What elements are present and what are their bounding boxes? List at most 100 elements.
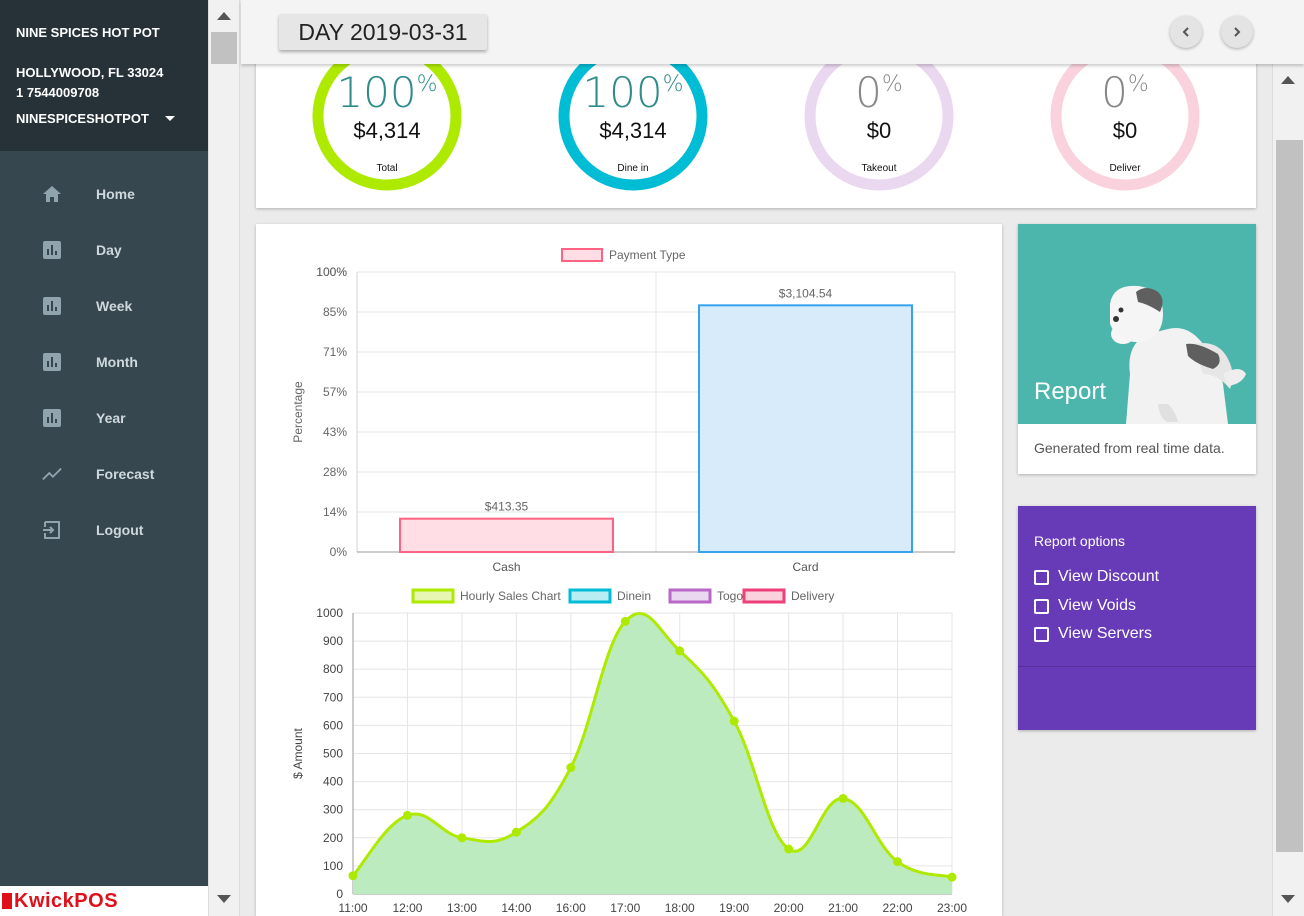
progress-ring	[312, 50, 462, 191]
data-point	[511, 827, 521, 837]
legend-swatch	[568, 588, 612, 604]
bar	[698, 304, 913, 553]
data-point	[893, 857, 903, 867]
checkbox[interactable]	[1034, 598, 1049, 614]
x-tick-label: Cash	[492, 560, 520, 574]
legend-label: Dinein	[617, 589, 651, 603]
summary-amount: $4,314	[599, 118, 667, 143]
bar-chart-icon	[42, 240, 62, 260]
summary-amount: $0	[1112, 118, 1138, 143]
summary-dine-in: 100% $4,314 Dine in	[558, 50, 718, 195]
option-label: View Voids	[1058, 597, 1136, 614]
percent-value: 0	[855, 68, 882, 117]
y-tick-label: 85%	[323, 305, 347, 319]
percent-value: 100	[336, 68, 417, 117]
legend-swatch	[668, 588, 712, 604]
bar	[399, 517, 614, 553]
data-point	[566, 763, 576, 773]
report-card[interactable]: Report Generated from real time data.	[1018, 224, 1256, 474]
summary-amount: $4,314	[353, 118, 421, 143]
view-discount-option[interactable]: View Discount	[1034, 568, 1159, 586]
x-tick-label: 23:00	[937, 901, 967, 915]
scrollbar-thumb[interactable]	[1276, 140, 1303, 852]
sidebar-item-day[interactable]: Day	[0, 230, 208, 270]
sidebar-item-label: Year	[96, 410, 126, 426]
legend-swatch	[561, 248, 603, 262]
x-tick-label: 12:00	[392, 901, 422, 915]
legend-swatch	[411, 588, 455, 604]
sidebar-item-year[interactable]: Year	[0, 398, 208, 438]
bar-data-label: $413.35	[485, 500, 529, 514]
store-address: HOLLYWOOD, FL 33024	[16, 65, 164, 80]
store-header: NINE SPICES HOT POT HOLLYWOOD, FL 33024 …	[0, 0, 208, 151]
view-servers-option[interactable]: View Servers	[1034, 625, 1152, 643]
y-tick-label: 71%	[323, 345, 347, 359]
y-tick-label: 400	[323, 775, 343, 789]
y-tick-label: 600	[323, 718, 343, 732]
sidebar: NINE SPICES HOT POT HOLLYWOOD, FL 33024 …	[0, 0, 208, 916]
prev-day-button[interactable]	[1170, 16, 1202, 48]
summary-label: Deliver	[1109, 163, 1141, 174]
checkbox[interactable]	[1034, 626, 1049, 642]
sidebar-item-forecast[interactable]: Forecast	[0, 454, 208, 494]
data-point	[402, 810, 412, 820]
report-options-card: Report options View Discount View Voids …	[1018, 506, 1256, 730]
report-illustration: Report	[1018, 224, 1256, 424]
summary-label: Total	[376, 163, 398, 174]
y-tick-label: 0%	[330, 545, 348, 559]
report-subtitle: Generated from real time data.	[1034, 440, 1225, 456]
data-point	[784, 844, 794, 854]
day-date-button[interactable]: DAY 2019-03-31	[279, 14, 487, 50]
summary-card: 100% $4,314 Total 100% $4,314 Dine in 0%…	[256, 40, 1256, 208]
page-scrollbar[interactable]	[1272, 64, 1304, 916]
data-point	[457, 833, 467, 843]
option-label: View Servers	[1058, 625, 1152, 642]
summary-label: Dine in	[617, 163, 649, 174]
x-tick-label: 17:00	[610, 901, 640, 915]
sidebar-item-home[interactable]: Home	[0, 174, 208, 214]
summary-percent: 100%	[582, 68, 684, 117]
brand-name: KwickPOS	[14, 889, 119, 912]
scroll-down-icon[interactable]	[1281, 895, 1295, 903]
store-phone: 1 7544009708	[16, 85, 100, 100]
percent-value: 0	[1101, 68, 1128, 117]
bar-chart-icon	[42, 408, 62, 428]
legend-label: Hourly Sales Chart	[460, 589, 561, 603]
scroll-up-icon[interactable]	[1281, 76, 1295, 84]
scroll-up-icon[interactable]	[217, 12, 231, 20]
x-tick-label: 22:00	[883, 901, 913, 915]
bar-chart-icon	[42, 296, 62, 316]
sidebar-item-week[interactable]: Week	[0, 286, 208, 326]
data-point	[675, 646, 685, 656]
view-voids-option[interactable]: View Voids	[1034, 597, 1136, 615]
summary-label: Takeout	[861, 163, 897, 174]
y-tick-label: 800	[323, 662, 343, 676]
account-name: NINESPICESHOTPOT	[16, 111, 149, 126]
scrollbar-thumb[interactable]	[211, 32, 237, 64]
data-point	[729, 716, 739, 726]
y-tick-label: 100%	[316, 265, 347, 279]
summary-percent: 0%	[855, 68, 903, 117]
data-point	[838, 793, 848, 803]
store-name: NINE SPICES HOT POT	[16, 25, 160, 40]
x-tick-label: 16:00	[556, 901, 586, 915]
summary-percent: 100%	[336, 68, 438, 117]
sidebar-scrollbar[interactable]	[208, 0, 240, 916]
sidebar-item-label: Week	[96, 298, 133, 314]
scroll-down-icon[interactable]	[217, 895, 231, 903]
sidebar-item-label: Day	[96, 242, 122, 258]
x-tick-label: 13:00	[447, 901, 477, 915]
legend-label: Payment Type	[609, 248, 686, 262]
progress-ring	[558, 50, 708, 191]
sidebar-item-logout[interactable]: Logout	[0, 510, 208, 550]
account-dropdown[interactable]: NINESPICESHOTPOT	[16, 111, 175, 126]
sidebar-item-month[interactable]: Month	[0, 342, 208, 382]
next-day-button[interactable]	[1221, 16, 1253, 48]
x-tick-label: 19:00	[719, 901, 749, 915]
checkbox[interactable]	[1034, 569, 1049, 585]
y-tick-label: 900	[323, 634, 343, 648]
logout-icon	[42, 520, 62, 540]
hourly-sales-chart: Hourly Sales Chart Dinein Togo Delivery 0 100…	[291, 588, 967, 915]
x-tick-label: 14:00	[501, 901, 531, 915]
y-tick-label: 14%	[323, 505, 347, 519]
